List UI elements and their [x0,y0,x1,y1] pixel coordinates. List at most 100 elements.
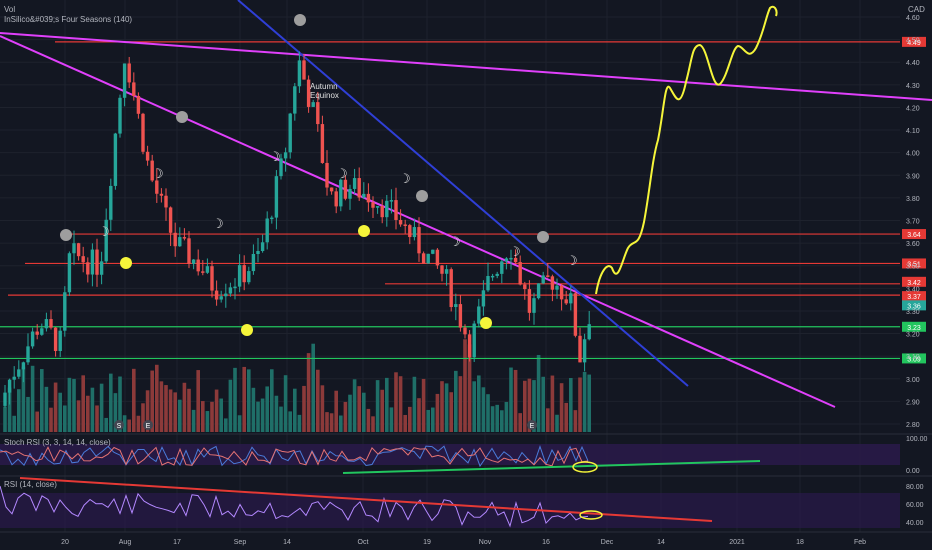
candle-body [182,237,187,239]
moon-icon: ☽ [336,167,348,182]
candle-body [178,237,182,247]
candle-body [17,369,21,377]
candle-body [214,290,219,300]
stoch-highlight [572,461,598,473]
candle-body [26,346,30,363]
candle-body [463,327,467,335]
volume-bar [334,390,338,432]
price-tag-label: 3.23 [907,325,921,332]
volume-bar [95,405,99,432]
volume-bar [463,339,467,432]
candle-body [81,256,85,263]
volume-bar [168,389,173,432]
time-tick-label: 19 [423,539,431,546]
candle-body [260,242,265,252]
moon-icon: ☽ [212,217,224,232]
volume-bar [40,369,44,432]
volume-bar [454,370,458,432]
candle-body [228,287,233,294]
candle-body [375,206,380,208]
candle-body [472,323,476,358]
season-marker-yellow [358,225,370,237]
price-tick-label: 3.30 [906,309,920,316]
moon-icon: ☽ [399,172,411,187]
price-tick-label: 3.60 [906,241,920,248]
volume-bar [122,415,127,432]
candle-body [7,379,12,393]
price-tick-label: 3.80 [906,196,920,203]
volume-bar [90,387,95,432]
candle-body [141,113,145,152]
candle-body [564,299,568,304]
candle-body [224,293,228,297]
stoch-rsi-title: Stoch RSI (3, 3, 14, 14, close) [4,438,111,447]
volume-bar [421,378,426,432]
candle-body [582,339,587,363]
candle-body [302,60,306,80]
volume-bar [187,388,191,432]
price-tag [902,321,926,332]
candle-body [569,293,573,304]
candle-body [306,79,311,107]
volume-bar [555,414,559,432]
volume-bar [486,394,490,432]
rsi-tick-label: 80.00 [906,484,924,491]
candle-body [145,151,150,161]
candle-body [541,275,545,284]
candle-body [458,304,463,328]
candle-body [187,238,191,264]
moon-icon: ☽ [269,150,281,165]
price-tag [902,36,926,47]
price-tag [902,258,926,269]
volume-bar [509,367,513,432]
volume-bar [398,376,403,432]
price-tag-label: 3.51 [907,261,921,268]
stoch-band [0,444,900,465]
rsi-highlight [579,510,603,520]
volume-bar [205,411,210,432]
volume-bar [118,376,122,432]
candle-body [339,179,343,207]
volume-bar [578,377,582,432]
volume-bar [155,364,159,432]
candle-body [518,262,522,285]
volume-bar [136,415,141,432]
candle-body [421,253,426,264]
volume-bar [408,406,412,432]
price-tick-label: 3.00 [906,377,920,384]
candle-body [504,258,509,262]
stoch-d-line [0,446,589,467]
volume-bar [348,394,352,432]
candle-body [63,292,67,331]
time-tick-label: 16 [542,539,550,546]
moon-icon: ☽ [152,167,164,182]
volume-bar [587,374,591,432]
time-tick-label: Feb [854,539,866,546]
season-marker-grey [176,111,188,123]
event-marker-label: E [146,423,151,430]
candle-body [242,265,246,283]
candle-body [270,217,274,220]
candle-body [168,207,173,233]
volume-bar [237,415,242,432]
candle-body [118,97,122,134]
candle-body [256,251,260,255]
candle-body [334,191,338,207]
candle-body [394,200,398,220]
volume-bar [435,393,440,432]
candle-body [251,254,256,272]
volume-bar [339,415,343,432]
candle-body [550,276,555,290]
volume-bar [375,380,380,432]
candle-body [320,124,325,163]
time-tick-label: 18 [796,539,804,546]
volume-bar [30,365,35,432]
time-tick-label: 20 [61,539,69,546]
volume-bar [72,378,76,432]
time-tick-label: Oct [358,539,369,546]
candle-body [412,227,417,238]
volume-bar [224,418,228,432]
symbol-label: Vol [4,5,16,14]
candle-body [477,306,481,324]
